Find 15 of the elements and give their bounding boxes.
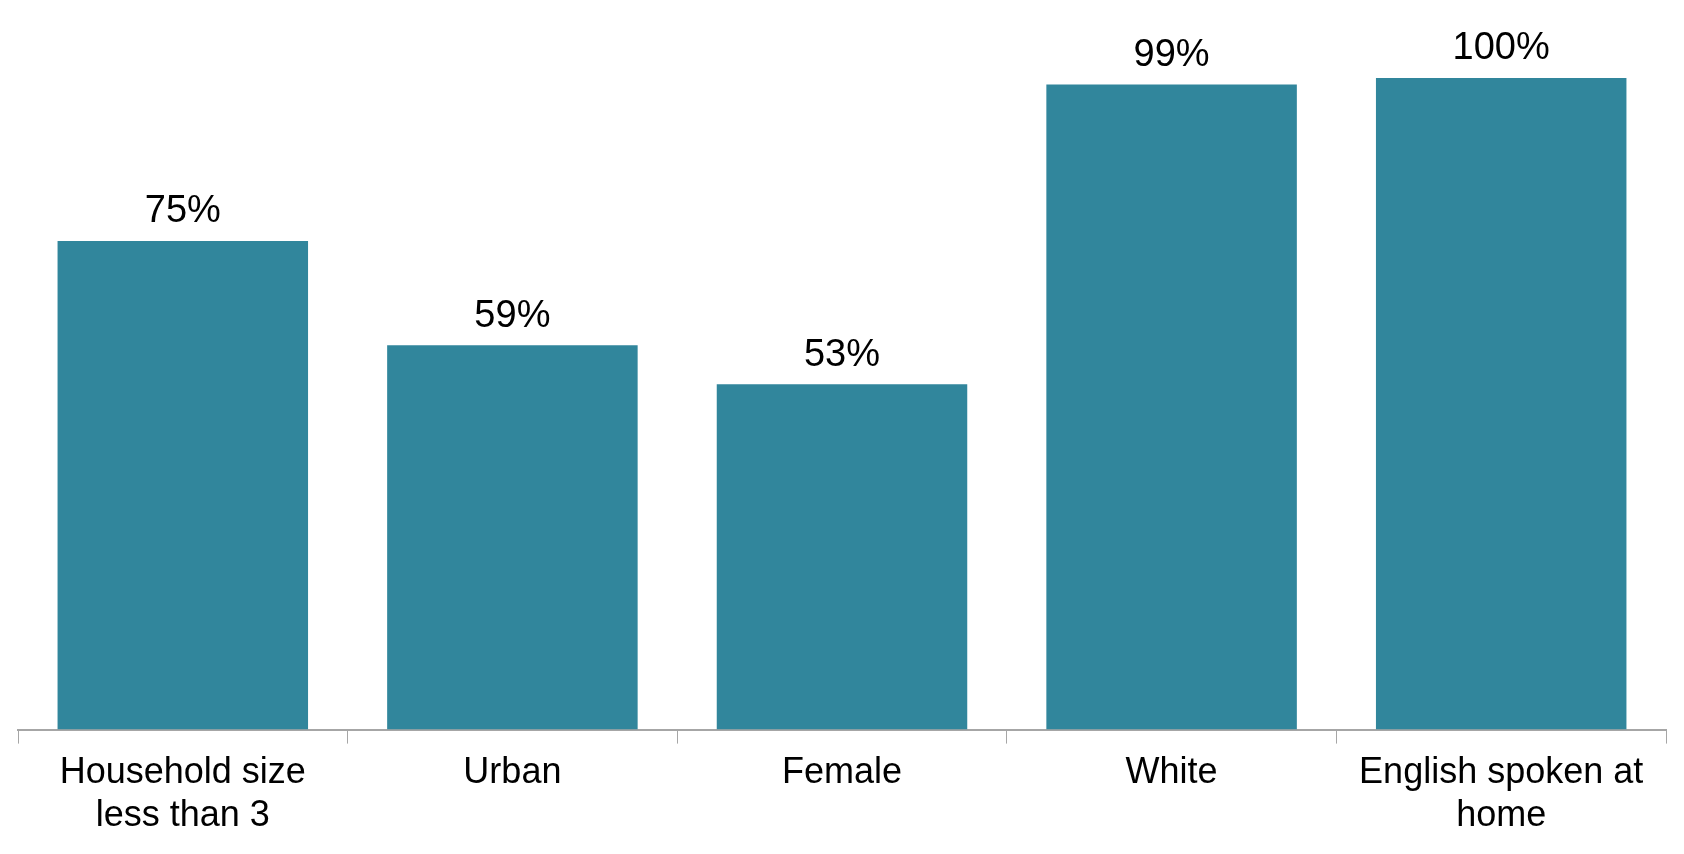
data-label: 100% xyxy=(1452,25,1550,68)
data-label: 53% xyxy=(803,331,881,374)
bar xyxy=(57,240,309,730)
x-tick-label: Urban xyxy=(463,750,562,792)
x-tick-label: English spoken at home xyxy=(1359,750,1644,835)
bar xyxy=(387,345,638,730)
bar xyxy=(1046,84,1297,730)
bar xyxy=(1375,78,1627,730)
x-tick-label: Female xyxy=(781,750,903,792)
bar xyxy=(716,384,968,730)
data-label: 99% xyxy=(1133,32,1210,74)
x-tick-label: White xyxy=(1125,750,1218,792)
data-label: 75% xyxy=(144,188,221,231)
x-tick-label: Household size less than 3 xyxy=(59,750,306,835)
data-label: 59% xyxy=(474,292,551,335)
